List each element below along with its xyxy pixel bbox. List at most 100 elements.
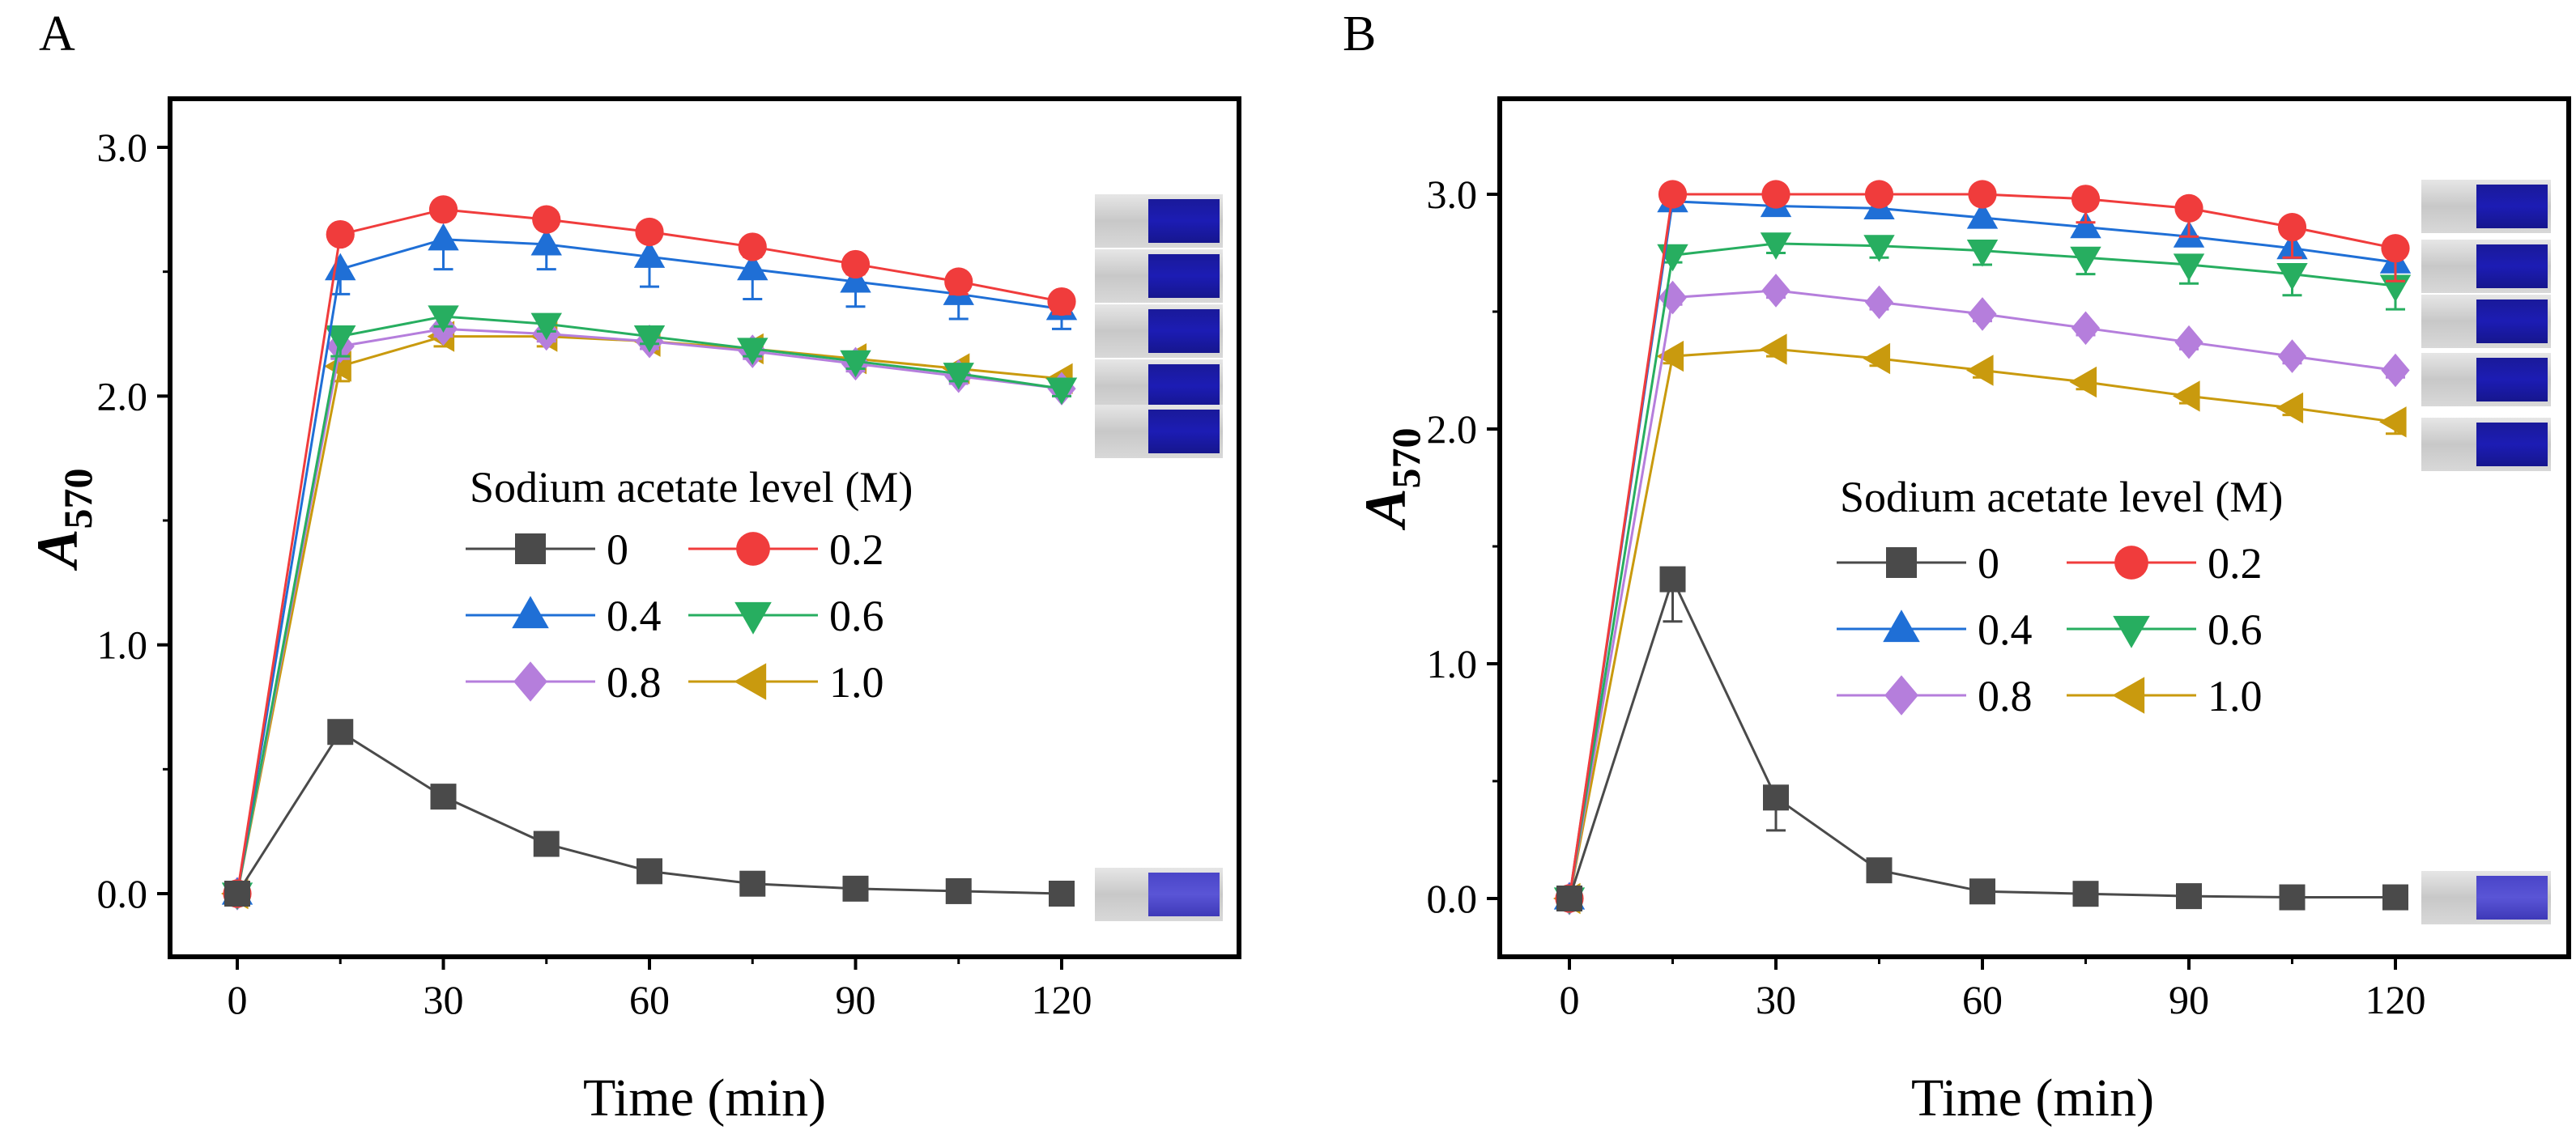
point-0.2-75-a (738, 232, 767, 261)
legend-entries-a: 0 0.2 0.4 0.6 0.8 1.0 (466, 525, 884, 707)
series-group-a (221, 195, 1078, 911)
legend-item-0.2-a: 0.2 (688, 525, 884, 574)
cuvette-photo-0.4-b (2421, 240, 2551, 293)
point-0.6-60-b (1966, 240, 1999, 267)
x-tick-label-30-b: 30 (1756, 977, 1796, 1022)
y-axis-title-a-letter: A (25, 529, 90, 571)
point-0-60-a (637, 858, 662, 885)
point-0.6-30-a (428, 305, 459, 333)
legend-marker-0.8-b (1884, 675, 1918, 716)
point-0.6-45-a (530, 312, 562, 341)
point-0-45-a (533, 831, 560, 857)
point-0.6-15-a (325, 325, 356, 353)
legend-title-b: Sodium acetate level (M) (1840, 473, 2283, 521)
legend-item-0-b: 0 (1837, 539, 1999, 588)
point-0-120-b (2382, 884, 2408, 911)
point-0.4-75-a (737, 253, 769, 281)
legend-label-0.8-a: 0.8 (607, 658, 662, 707)
y-tick-label-3.0-b: 3.0 (1427, 172, 1478, 217)
point-0-15-a (327, 719, 354, 746)
point-0.6-30-b (1760, 232, 1792, 260)
cuvette-photo-stack-a (1095, 194, 1223, 458)
point-0.2-120-a (1047, 287, 1076, 316)
point-0-45-b (1866, 857, 1893, 884)
legend-entries-b: 0 0.2 0.4 0.6 0.8 1.0 (1837, 539, 2263, 720)
point-0.8-45-b (1864, 285, 1894, 320)
cuvette-photo-0.8-b (2421, 353, 2551, 406)
legend-label-0.2-b: 0.2 (2208, 539, 2263, 588)
point-0-0-a (224, 881, 250, 907)
y-axis-title-a: A570 (25, 468, 100, 571)
axis-ticks-a: 0 30 60 90 120 0.0 1.0 2.0 3.0 (97, 125, 1092, 1022)
cuvette-photo-1.0-b (2421, 418, 2551, 471)
point-0.8-15-b (1658, 280, 1688, 315)
point-0.2-90-b (2174, 193, 2203, 223)
point-0-120-a (1049, 881, 1075, 907)
panel-b: B 0 30 60 90 120 0.0 1.0 2.0 3.0 A570 Time (min) (1343, 6, 2571, 1128)
point-0-60-b (1969, 878, 1995, 905)
legend-item-0-a: 0 (466, 525, 628, 574)
y-tick-label-1.0-a: 1.0 (97, 622, 148, 668)
y-axis-title-b-subscript: 570 (1383, 427, 1429, 488)
legend-item-1.0-b: 1.0 (2067, 672, 2263, 720)
y-axis-title-a-subscript: 570 (55, 468, 100, 529)
point-0.4-60-b (1966, 202, 1999, 229)
point-0.2-105-a (944, 267, 973, 296)
point-0.2-75-b (2071, 185, 2101, 214)
series-0.8-b (1555, 274, 2410, 915)
point-0.8-105-b (2277, 339, 2307, 373)
x-tick-label-0-b: 0 (1560, 977, 1580, 1022)
point-1.0-120-b (2379, 406, 2407, 438)
cuvette-photo-0.2-a (1095, 194, 1223, 248)
cuvette-photo-0.4-a (1095, 249, 1223, 303)
x-tick-label-90-a: 90 (836, 977, 876, 1022)
cuvette-photo-0.6-a (1095, 304, 1223, 358)
series-0-a (224, 719, 1075, 907)
legend-marker-0.2-b (2114, 546, 2148, 580)
point-0.6-75-b (2070, 246, 2101, 274)
y-tick-label-3.0-a: 3.0 (97, 125, 148, 170)
point-1.0-15-b (1656, 340, 1684, 372)
point-1.0-75-b (2069, 366, 2097, 398)
y-axis-title-b: A570 (1353, 427, 1429, 530)
legend-item-0.8-b: 0.8 (1837, 672, 2033, 720)
legend-item-0.2-b: 0.2 (2067, 539, 2263, 588)
point-1.0-105-b (2276, 392, 2304, 424)
legend-item-0.6-a: 0.6 (688, 592, 884, 640)
point-0.2-90-a (841, 249, 871, 279)
x-tick-label-90-b: 90 (2169, 977, 2209, 1022)
legend-marker-0-a (515, 533, 546, 564)
x-tick-label-60-b: 60 (1962, 977, 2003, 1022)
point-1.0-60-b (1966, 355, 1994, 386)
legend-marker-0.4-a (512, 596, 549, 629)
point-0.6-60-a (633, 325, 666, 353)
x-axis-title-b: Time (min) (1911, 1068, 2154, 1128)
legend-label-0.6-a: 0.6 (829, 592, 884, 640)
series-group-b (1553, 180, 2412, 915)
series-0.2-b (1555, 180, 2410, 913)
legend-marker-0.6-b (2113, 615, 2150, 648)
legend-item-0.4-b: 0.4 (1837, 605, 2033, 654)
point-0.4-45-a (530, 227, 562, 256)
series-line-0.8-b (1568, 289, 2396, 899)
axis-ticks-b: 0 30 60 90 120 0.0 1.0 2.0 3.0 (1427, 172, 2426, 1022)
series-line-0.2-a (236, 208, 1062, 894)
point-0-90-b (2176, 883, 2202, 910)
legend-a: Sodium acetate level (M) 0 0.2 0.4 0.6 0.8 1.… (466, 463, 913, 707)
point-0.2-120-b (2381, 234, 2410, 263)
cuvette-photo-1.0-a (1095, 405, 1223, 458)
legend-marker-1.0-a (734, 663, 767, 700)
point-0.4-15-a (325, 253, 356, 281)
panel-letter-a: A (39, 6, 75, 62)
point-0.6-90-a (840, 350, 871, 378)
point-0.8-60-b (1968, 297, 1997, 331)
panel-letter-b: B (1343, 6, 1376, 62)
legend-label-0.6-b: 0.6 (2208, 605, 2263, 654)
cuvette-photo-0.6-b (2421, 295, 2551, 348)
point-0.2-45-a (532, 205, 561, 234)
point-0.2-45-b (1864, 180, 1894, 209)
point-0.4-30-a (428, 223, 459, 251)
point-0.6-90-b (2173, 253, 2205, 281)
